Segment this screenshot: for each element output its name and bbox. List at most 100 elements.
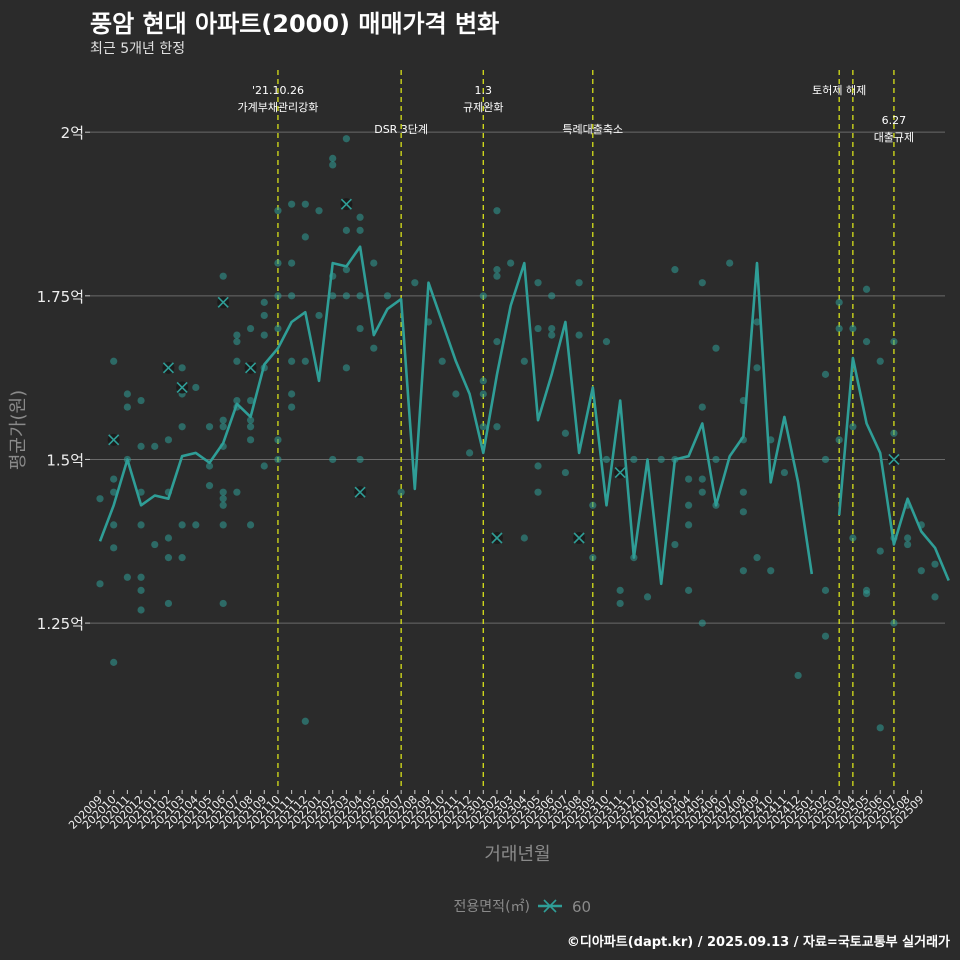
transaction-point [123, 573, 131, 581]
highlight-x-mark [888, 453, 900, 466]
transaction-point [931, 560, 939, 568]
highlight-x-mark [491, 532, 503, 544]
transaction-point [219, 488, 227, 496]
transaction-point [329, 154, 337, 162]
transaction-point [246, 436, 255, 444]
transaction-point [493, 266, 501, 274]
transaction-point [493, 207, 501, 215]
transaction-point [890, 338, 898, 346]
transaction-point [274, 436, 282, 444]
transaction-point [698, 279, 706, 287]
transaction-point [356, 213, 364, 221]
transaction-point [233, 338, 241, 346]
transaction-point [589, 554, 597, 562]
transaction-point [849, 324, 857, 333]
event-label: 규제완화 [463, 101, 503, 114]
y-tick-label: 2억 [61, 124, 84, 142]
transaction-point [110, 521, 118, 529]
transaction-point [821, 370, 830, 378]
transaction-point [151, 540, 159, 549]
transaction-point [548, 292, 556, 300]
transaction-point [219, 495, 227, 503]
highlight-x-mark [162, 362, 175, 374]
transaction-point [616, 586, 624, 594]
transaction-point [685, 586, 693, 594]
transaction-point [110, 544, 118, 552]
transaction-point [301, 357, 309, 365]
transaction-point [479, 390, 487, 398]
highlight-x-mark [176, 381, 188, 394]
transaction-point [178, 554, 186, 562]
transaction-point [96, 495, 104, 503]
transaction-point [397, 488, 405, 496]
transaction-point [137, 586, 145, 594]
transaction-point [164, 554, 173, 562]
transaction-point [465, 449, 474, 457]
transaction-point [849, 534, 857, 542]
transaction-point [288, 292, 296, 300]
transaction-point [219, 599, 227, 608]
transaction-point [753, 318, 761, 326]
transaction-point [712, 455, 720, 464]
transaction-point [370, 344, 378, 352]
transaction-point [548, 324, 556, 333]
transaction-point [479, 377, 487, 385]
transaction-point [219, 501, 227, 509]
transaction-point [219, 416, 227, 424]
transaction-point [288, 259, 296, 267]
transaction-point [329, 161, 337, 169]
transaction-point [904, 534, 912, 542]
transaction-point [821, 455, 830, 464]
transaction-point [356, 292, 364, 300]
transaction-point [862, 285, 871, 293]
transaction-point [178, 521, 186, 529]
transaction-point [274, 455, 282, 464]
chart-title: 풍암 현대 아파트(2000) 매매가격 변화 [90, 10, 500, 38]
transaction-point [205, 423, 214, 431]
transaction-point [507, 259, 515, 267]
transaction-point [479, 292, 487, 300]
transaction-point [260, 331, 268, 339]
transaction-point [274, 324, 282, 333]
transaction-point [411, 279, 419, 287]
transaction-point [904, 540, 912, 549]
transaction-point [534, 488, 542, 496]
transaction-point [493, 423, 501, 431]
transaction-point [137, 606, 145, 614]
transaction-point [534, 462, 542, 470]
event-label: 대출규제 [874, 131, 914, 144]
transaction-point [192, 521, 200, 529]
transaction-point [219, 521, 227, 529]
transaction-point [219, 423, 227, 431]
transaction-point [246, 423, 255, 431]
transaction-point [123, 390, 131, 398]
transaction-point [356, 324, 364, 333]
transaction-point [342, 292, 350, 300]
transaction-point [876, 724, 884, 732]
transaction-point [821, 632, 830, 640]
event-label: 6.27 [882, 114, 907, 127]
transaction-point [534, 279, 542, 287]
transaction-point [602, 338, 611, 346]
highlight-x-mark [573, 532, 585, 544]
transaction-point [739, 508, 747, 516]
highlight-x-mark [217, 296, 229, 308]
event-label: 가계부채관리강화 [237, 101, 318, 114]
transaction-point [438, 357, 446, 365]
transaction-point [685, 521, 693, 529]
transaction-point [520, 357, 528, 365]
transaction-point [589, 501, 597, 509]
transaction-point [110, 488, 118, 496]
source-caption: ©디아파트(dapt.kr) / 2025.09.13 / 자료=국토교통부 실… [566, 935, 950, 950]
y-tick-label: 1.5억 [46, 451, 84, 469]
transaction-point [520, 534, 528, 542]
transaction-point [794, 671, 802, 680]
transaction-point [110, 357, 118, 365]
transaction-point [479, 423, 487, 431]
transaction-point [356, 455, 364, 464]
transaction-point [260, 298, 268, 306]
transaction-point [534, 324, 542, 333]
transaction-point [685, 475, 693, 483]
transaction-point [246, 324, 255, 333]
transaction-point [123, 403, 131, 411]
